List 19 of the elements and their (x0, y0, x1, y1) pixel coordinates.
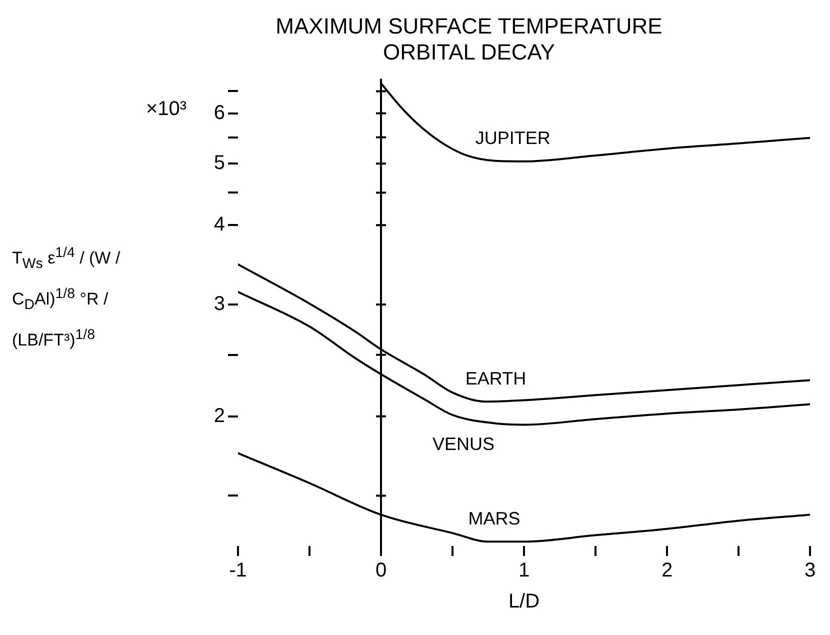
series-label: JUPITER (475, 128, 550, 148)
y-tick-label: 2 (214, 404, 225, 427)
series-label: EARTH (465, 368, 526, 389)
x-tick-label: 1 (518, 560, 530, 582)
y-tick-label: 4 (214, 214, 225, 236)
x-tick-label: 3 (804, 560, 816, 582)
chart-title: MAXIMUM SURFACE TEMPERATURE (276, 13, 662, 38)
x-tick-label: 2 (661, 560, 673, 582)
chart-subtitle: ORBITAL DECAY (383, 40, 556, 65)
text: T$_{Ws}$ ε$^{1/4}$ / (W / C$_{D}$Al)$^{1/8}$ °R / (LB/FT³)$^{1/8}$ (12, 245, 120, 350)
series-label: VENUS (432, 434, 495, 454)
x-tick-label: -1 (229, 560, 247, 582)
y-tick-label: 5 (214, 152, 225, 174)
x-axis-title: L/D (508, 590, 540, 613)
y-tick-label: 6 (214, 102, 225, 124)
text: ×10³ (146, 98, 187, 120)
series-label: MARS (468, 508, 520, 529)
y-tick-label: 3 (214, 293, 225, 316)
x-tick-label: 0 (375, 560, 387, 582)
